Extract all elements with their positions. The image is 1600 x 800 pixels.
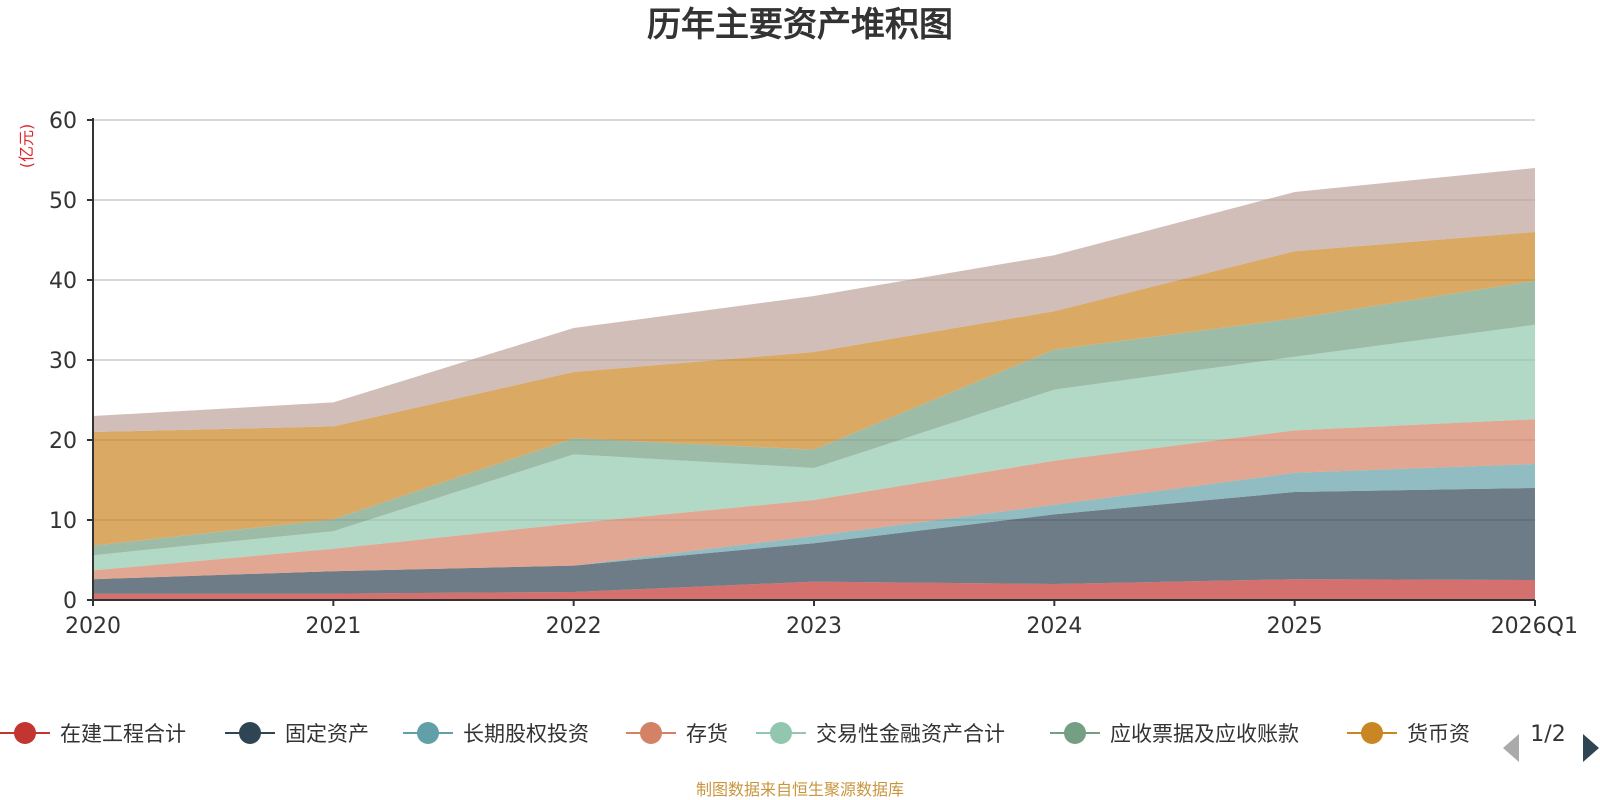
data-source-note: 制图数据来自恒生聚源数据库 [696,780,904,799]
legend-item-1[interactable]: 固定资产 [225,722,369,746]
legend-marker-6 [1361,722,1383,744]
y-tick-label-60: 60 [49,109,77,134]
legend-marker-5 [1064,722,1086,744]
legend-item-0[interactable]: 在建工程合计 [0,722,186,746]
legend-label-5: 应收票据及应收账款 [1110,722,1299,746]
chart-title: 历年主要资产堆积图 [647,5,953,45]
area-series-4 [93,324,1535,571]
x-tick-label-0: 2020 [65,614,121,639]
x-tick-label-3: 2023 [786,614,842,639]
area-series-3 [93,419,1535,580]
y-tick-label-50: 50 [49,189,77,214]
legend-marker-0 [14,722,36,744]
pager-label: 1/2 [1530,722,1565,747]
y-tick-label-30: 30 [49,349,77,374]
legend-item-4[interactable]: 交易性金融资产合计 [756,722,1005,746]
x-tick-label-2: 2022 [546,614,602,639]
legend-marker-1 [239,722,261,744]
legend-item-3[interactable]: 存货 [626,722,728,746]
legend-item-6[interactable]: 货币资 [1347,722,1470,746]
pager-prev-icon[interactable] [1503,734,1519,762]
legend-pager: 1/2 [1503,722,1599,762]
area-series-0 [93,579,1535,600]
legend-label-0: 在建工程合计 [60,722,186,746]
area-series-group [93,168,1535,600]
y-tick-label-40: 40 [49,269,77,294]
legend-item-2[interactable]: 长期股权投资 [403,722,589,746]
legend-marker-3 [640,722,662,744]
legend: 在建工程合计 固定资产 长期股权投资 存货 交易性金融资产合计 应收票据及应收账款 货币资 [0,722,1470,746]
y-tick-label-20: 20 [49,429,77,454]
legend-label-2: 长期股权投资 [463,722,589,746]
area-series-6 [93,232,1535,546]
y-axis-unit: (亿元) [17,124,36,169]
legend-item-5[interactable]: 应收票据及应收账款 [1050,722,1299,746]
x-tick-label-1: 2021 [305,614,361,639]
legend-marker-4 [770,722,792,744]
x-tick-label-4: 2024 [1026,614,1082,639]
area-series-1 [93,488,1535,594]
legend-marker-2 [417,722,439,744]
legend-label-4: 交易性金融资产合计 [816,722,1005,746]
area-series-7 [93,168,1535,432]
legend-label-3: 存货 [686,722,728,746]
x-tick-label-5: 2025 [1267,614,1323,639]
area-series-5 [93,280,1535,556]
legend-label-6: 货币资 [1407,722,1470,746]
x-tick-label-6: 2026Q1 [1491,614,1578,639]
y-tick-label-10: 10 [49,509,77,534]
y-tick-label-0: 0 [63,589,77,614]
legend-label-1: 固定资产 [285,722,369,746]
pager-next-icon[interactable] [1583,734,1599,762]
area-series-2 [93,464,1535,580]
axes: 0 10 20 30 40 50 60 2020 2021 2022 2023 2024 2025 202… [49,109,1578,639]
